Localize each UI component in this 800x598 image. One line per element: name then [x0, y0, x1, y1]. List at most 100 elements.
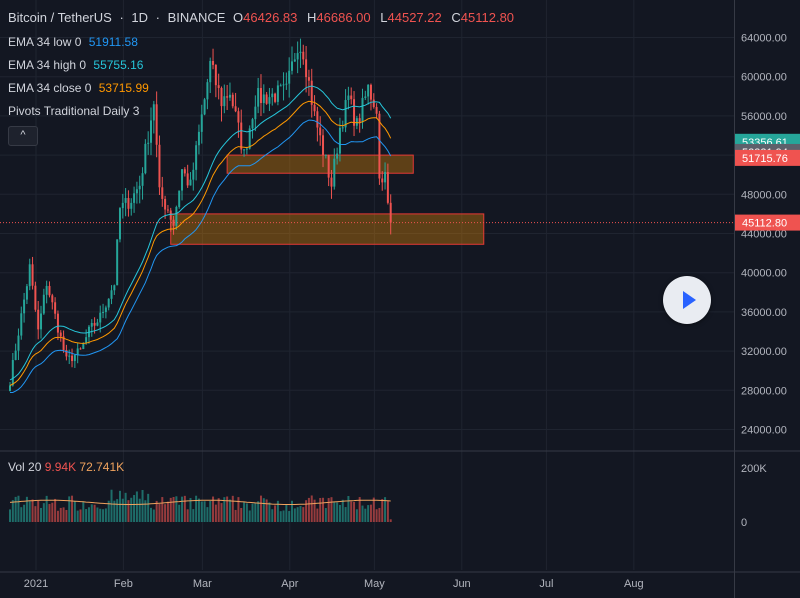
ohlc-high-key: H — [307, 10, 317, 25]
candle-body — [186, 173, 189, 186]
volume-bar — [42, 503, 45, 522]
candle-body — [68, 355, 71, 357]
volume-bar — [347, 496, 350, 522]
candle-body — [372, 99, 375, 107]
indicator-ema-close[interactable]: EMA 34 close 0 53715.99 — [8, 81, 153, 95]
candle-body — [150, 120, 152, 143]
volume-bar — [364, 508, 367, 522]
volume-bar — [367, 505, 370, 522]
indicator-ema-high[interactable]: EMA 34 high 0 55755.16 — [8, 58, 147, 72]
candle-body — [378, 113, 381, 179]
collapse-indicators-button[interactable]: ^ — [8, 126, 38, 146]
volume-bar — [20, 507, 23, 522]
indicator-value: 51911.58 — [88, 35, 138, 49]
indicator-label: EMA 34 high 0 — [8, 58, 87, 72]
volume-bar — [293, 508, 296, 522]
volume-bar — [307, 497, 310, 522]
candle-body — [124, 198, 127, 203]
candle-body — [206, 82, 209, 100]
volume-bar — [386, 501, 389, 522]
volume-legend[interactable]: Vol 20 9.94K 72.741K — [8, 460, 124, 474]
volume-bar — [375, 509, 378, 522]
ohlc-low-key: L — [380, 10, 388, 25]
x-tick-label: May — [364, 578, 385, 590]
candle-body — [355, 118, 358, 126]
candle-body — [254, 106, 257, 120]
volume-bar — [341, 499, 344, 522]
volume-bar — [121, 498, 124, 522]
y-tick-label: 24000.00 — [741, 425, 787, 437]
volume-bar — [296, 507, 299, 522]
volume-bar — [11, 500, 14, 522]
candle-body — [48, 285, 51, 296]
candle-body — [338, 127, 341, 154]
candle-body — [223, 96, 226, 107]
volume-bar — [175, 496, 178, 522]
replay-play-button[interactable] — [663, 276, 711, 324]
volume-bar — [285, 504, 288, 522]
candle-body — [333, 158, 336, 187]
volume-bar — [203, 501, 206, 522]
volume-bar — [110, 489, 113, 522]
candle-body — [102, 312, 105, 314]
volume-bar — [183, 495, 186, 522]
volume-bar — [68, 496, 71, 522]
candle-body — [200, 114, 203, 132]
symbol-name[interactable]: Bitcoin / TetherUS — [8, 10, 112, 25]
volume-tick-label: 200K — [741, 463, 767, 475]
candle-body — [99, 312, 102, 323]
volume-bar — [186, 509, 189, 522]
volume-bar — [313, 499, 316, 522]
volume-bar — [271, 509, 274, 522]
symbol-header: Bitcoin / TetherUS · 1D · BINANCE O46426… — [8, 10, 515, 25]
volume-bar — [135, 491, 138, 522]
volume-bar — [25, 496, 28, 522]
volume-bar — [316, 508, 319, 522]
candle-body — [42, 294, 45, 314]
candle-body — [181, 169, 184, 191]
indicator-ema-low[interactable]: EMA 34 low 0 51911.58 — [8, 35, 142, 49]
volume-bar — [130, 497, 133, 522]
volume-bar — [279, 511, 282, 522]
price-label-bg — [735, 149, 800, 166]
candle-body — [141, 173, 144, 186]
candle-body — [350, 95, 353, 100]
candle-body — [161, 187, 164, 199]
volume-bar — [195, 495, 198, 522]
candle-body — [240, 122, 243, 150]
volume-bar — [344, 507, 347, 522]
x-tick-label: 2021 — [24, 578, 48, 590]
candle-body — [56, 313, 59, 333]
candle-body — [116, 239, 119, 286]
candle-body — [93, 323, 96, 326]
candle-body — [158, 144, 161, 188]
candle-body — [195, 145, 198, 170]
y-tick-label: 56000.00 — [741, 111, 787, 123]
volume-bar — [189, 498, 192, 522]
volume-bar — [310, 495, 313, 522]
candle-body — [259, 88, 262, 104]
candle-body — [228, 94, 231, 98]
volume-bar — [248, 510, 251, 522]
volume-bar — [212, 496, 215, 522]
indicator-pivots[interactable]: Pivots Traditional Daily 3 — [8, 104, 143, 118]
candle-body — [37, 309, 40, 330]
candle-body — [381, 178, 384, 183]
candle-body — [231, 94, 234, 107]
volume-bar — [220, 503, 223, 522]
candle-body — [9, 385, 11, 392]
candle-body — [76, 348, 79, 355]
candle-body — [251, 119, 254, 129]
volume-bar — [169, 497, 172, 522]
candle-body — [291, 61, 293, 71]
volume-bar — [48, 503, 51, 522]
volume-bar — [9, 509, 11, 522]
interval-label[interactable]: 1D — [131, 10, 149, 25]
candle-body — [127, 198, 130, 209]
volume-bar — [152, 509, 155, 522]
volume-bar — [82, 501, 85, 522]
volume-bar — [355, 509, 358, 522]
volume-bar — [65, 509, 68, 522]
volume-tick-label: 0 — [741, 517, 747, 529]
candle-body — [121, 202, 124, 209]
